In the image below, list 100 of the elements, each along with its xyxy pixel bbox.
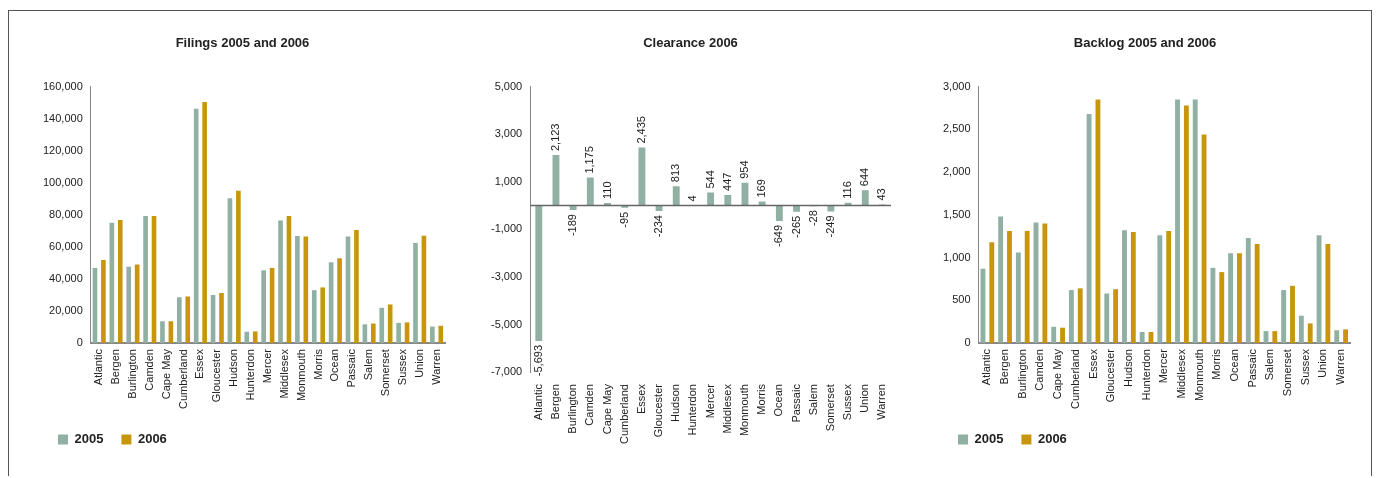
x-tick-label: Essex (634, 383, 647, 415)
x-tick-label: Morris (311, 348, 324, 380)
x-tick-label: Union (412, 349, 425, 378)
x-tick-label: Ocean (772, 384, 785, 417)
x-tick-label: Atlantic (92, 348, 105, 386)
data-label: 2,435 (634, 116, 647, 144)
x-tick-label: Mercer (703, 383, 716, 419)
x-tick-label: Essex (193, 348, 206, 380)
x-tick-label: Salem (806, 384, 819, 416)
data-label: 544 (703, 170, 716, 189)
chart-title: Filings 2005 and 2006 (175, 35, 310, 51)
x-tick-label: Sussex (395, 348, 408, 386)
chart-title: Backlog 2005 and 2006 (1073, 35, 1217, 51)
y-tick-label: 500 (952, 293, 971, 306)
y-tick-label: 0 (76, 336, 83, 349)
data-label: 447 (720, 172, 733, 191)
x-tick-label: Somerset (378, 349, 391, 397)
x-tick-label: Camden (1033, 349, 1046, 391)
data-label: 644 (858, 167, 871, 187)
x-tick-label: Cumberland (617, 384, 630, 444)
legend-label: 2006 (137, 431, 167, 447)
x-tick-label: Burlington (125, 349, 138, 399)
x-tick-label: Somerset (1281, 349, 1294, 397)
y-tick-label: -5,000 (490, 317, 523, 330)
x-tick-label: Cumberland (176, 349, 189, 409)
y-tick-label: 1,000 (494, 174, 523, 187)
y-tick-label: 120,000 (43, 143, 83, 156)
x-tick-label: Somerset (823, 384, 836, 432)
x-tick-label: Morris (1210, 348, 1223, 380)
y-tick-label: 20,000 (49, 304, 83, 317)
x-tick-label: Warren (1334, 349, 1347, 385)
x-tick-label: Burlington (566, 384, 579, 434)
y-tick-label: 140,000 (43, 111, 83, 124)
x-tick-label: Atlantic (531, 383, 544, 421)
x-tick-label: Ocean (328, 349, 341, 382)
x-tick-label: Ocean (1228, 349, 1241, 382)
x-tick-label: Union (858, 384, 871, 413)
y-tick-label: 100,000 (43, 175, 83, 188)
x-tick-label: Mercer (1157, 348, 1170, 384)
x-tick-label: Passaic (1245, 348, 1258, 388)
chart-title: Clearance 2006 (643, 35, 738, 51)
y-tick-label: 2,500 (943, 122, 971, 135)
data-label: -95 (617, 211, 630, 228)
y-tick-label: -7,000 (490, 365, 523, 378)
x-tick-label: Middlesex (1174, 348, 1187, 399)
x-tick-label: Monmouth (294, 349, 307, 402)
x-tick-label: Cape May (159, 348, 172, 400)
data-label: -249 (823, 215, 836, 238)
data-label: -28 (806, 210, 819, 227)
x-tick-label: Monmouth (1192, 349, 1205, 402)
data-label: -649 (772, 224, 785, 248)
y-tick-label: 160,000 (43, 79, 83, 92)
x-tick-label: Salem (362, 349, 375, 381)
x-tick-label: Middlesex (277, 348, 290, 399)
x-tick-label: Hunterdon (686, 384, 699, 436)
y-tick-label: 5,000 (494, 79, 523, 92)
data-label: 110 (600, 181, 613, 199)
x-tick-label: Passaic (789, 383, 802, 423)
x-tick-label: Mercer (260, 348, 273, 384)
data-label: 169 (755, 179, 768, 198)
x-tick-label: Cape May (600, 383, 613, 435)
data-label: 813 (669, 163, 682, 183)
data-label: 1,175 (583, 146, 596, 174)
y-tick-label: 3,000 (943, 79, 971, 92)
y-tick-label: 1,500 (943, 207, 971, 220)
x-tick-label: Monmouth (738, 384, 751, 437)
x-tick-label: Warren (875, 384, 888, 420)
data-label: 4 (686, 195, 699, 202)
y-tick-label: 3,000 (494, 127, 523, 140)
data-label: -265 (789, 215, 802, 238)
x-tick-label: Gloucester (652, 383, 665, 438)
x-tick-label: Sussex (841, 383, 854, 421)
x-tick-label: Camden (583, 384, 596, 426)
x-tick-label: Bergen (549, 384, 561, 420)
x-tick-label: Union (1316, 349, 1329, 378)
data-label: 2,123 (549, 123, 561, 152)
x-tick-label: Atlantic (980, 348, 993, 386)
x-tick-label: Hudson (1121, 349, 1134, 387)
x-tick-label: Hudson (227, 349, 240, 387)
y-tick-label: 60,000 (49, 239, 83, 252)
x-tick-label: Morris (755, 383, 768, 415)
legend-label: 2006 (1037, 431, 1067, 447)
y-tick-label: 40,000 (49, 271, 83, 284)
x-tick-label: Cape May (1051, 348, 1064, 400)
data-label: -5,693 (531, 344, 544, 377)
x-tick-label: Passaic (345, 348, 358, 388)
data-label: 954 (738, 160, 751, 179)
x-tick-label: Hunterdon (244, 349, 257, 401)
x-tick-label: Warren (429, 349, 442, 385)
y-tick-label: -3,000 (490, 269, 523, 282)
y-tick-label: 80,000 (49, 207, 83, 220)
x-tick-label: Hunterdon (1139, 349, 1152, 401)
x-tick-label: Bergen (109, 349, 122, 385)
x-tick-label: Essex (1086, 348, 1099, 380)
data-label: -234 (652, 215, 665, 238)
legend-label: 2005 (974, 431, 1004, 447)
y-tick-label: 2,000 (943, 165, 971, 178)
data-label: 116 (841, 181, 854, 199)
x-tick-label: Camden (142, 349, 155, 391)
x-tick-label: Middlesex (720, 383, 733, 434)
